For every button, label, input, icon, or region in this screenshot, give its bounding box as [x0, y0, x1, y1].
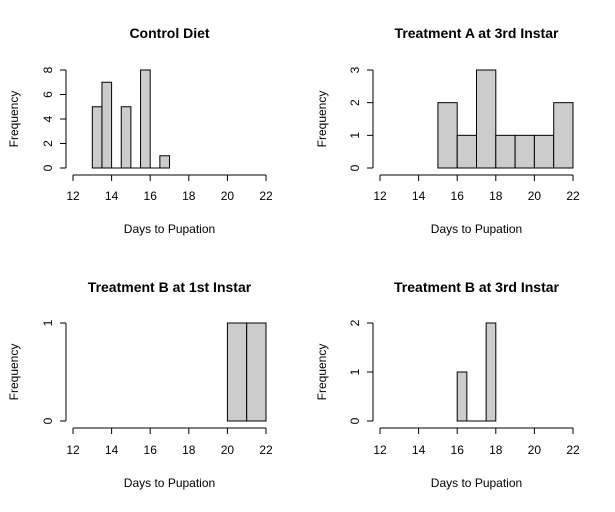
histogram-bar [496, 135, 515, 168]
x-tick-label: 20 [221, 189, 235, 203]
histogram-panel-3: Treatment B at 1st Instar 12 14 16 18 20 22 0 1 D… [7, 279, 273, 490]
chart-title: Treatment A at 3rd Instar [395, 25, 559, 41]
x-tick-label: 12 [373, 189, 387, 203]
histogram-bar [160, 156, 170, 168]
x-axis-label: Days to Pupation [124, 222, 215, 236]
y-axis-label: Frequency [315, 344, 329, 401]
histogram-bar [141, 70, 151, 168]
x-tick-label: 20 [221, 443, 235, 457]
x-tick-label: 18 [489, 189, 503, 203]
y-axis-label: Frequency [7, 344, 21, 401]
y-axis-label: Frequency [7, 91, 21, 148]
histogram-bar [227, 323, 246, 421]
histogram-bars [457, 323, 496, 421]
y-tick-label: 0 [41, 417, 55, 424]
y-tick-label: 1 [348, 368, 362, 375]
histogram-bar [515, 135, 534, 168]
histogram-bar [92, 107, 102, 168]
histogram-bar [477, 70, 496, 168]
y-tick-label: 1 [41, 319, 55, 326]
histogram-bar [457, 135, 476, 168]
x-tick-label: 18 [182, 189, 196, 203]
histogram-bar [486, 323, 496, 421]
y-tick-label: 1 [348, 132, 362, 139]
x-tick-label: 12 [66, 189, 80, 203]
y-tick-label: 2 [348, 319, 362, 326]
x-axis-label: Days to Pupation [124, 476, 215, 490]
x-tick-label: 16 [144, 443, 158, 457]
x-tick-label: 14 [412, 189, 426, 203]
x-tick-label: 14 [412, 443, 426, 457]
histogram-bar [121, 107, 131, 168]
x-tick-label: 12 [66, 443, 80, 457]
histogram-bar [102, 82, 112, 168]
x-tick-label: 16 [451, 189, 465, 203]
histogram-bars [92, 70, 169, 168]
y-tick-label: 0 [348, 164, 362, 171]
x-tick-label: 16 [451, 443, 465, 457]
histogram-bars [227, 323, 266, 421]
x-tick-label: 22 [259, 443, 273, 457]
x-tick-label: 12 [373, 443, 387, 457]
histogram-bar [438, 103, 457, 168]
x-tick-label: 22 [566, 189, 580, 203]
histogram-panel-1: Control Diet 12 14 16 18 20 22 0 2 4 6 8 Days to Pup… [7, 25, 273, 236]
x-axis-label: Days to Pupation [431, 222, 522, 236]
x-axis-label: Days to Pupation [431, 476, 522, 490]
x-tick-label: 16 [144, 189, 158, 203]
histogram-bar [554, 103, 573, 168]
y-axis-label: Frequency [315, 91, 329, 148]
y-tick-label: 0 [348, 417, 362, 424]
x-tick-label: 22 [259, 189, 273, 203]
y-tick-label: 2 [41, 140, 55, 147]
x-tick-label: 18 [489, 443, 503, 457]
x-tick-label: 14 [105, 189, 119, 203]
x-tick-label: 18 [182, 443, 196, 457]
x-tick-label: 14 [105, 443, 119, 457]
y-tick-label: 4 [41, 115, 55, 122]
y-tick-label: 3 [348, 66, 362, 73]
y-tick-label: 0 [41, 164, 55, 171]
chart-title: Treatment B at 3rd Instar [394, 279, 559, 295]
x-tick-label: 20 [528, 443, 542, 457]
histogram-bar [457, 372, 467, 421]
y-tick-label: 6 [41, 91, 55, 98]
histogram-bar [247, 323, 266, 421]
chart-title: Treatment B at 1st Instar [88, 279, 252, 295]
y-tick-label: 8 [41, 66, 55, 73]
y-tick-label: 2 [348, 99, 362, 106]
chart-title: Control Diet [129, 25, 209, 41]
x-tick-label: 20 [528, 189, 542, 203]
histogram-bars [438, 70, 573, 168]
x-tick-label: 22 [566, 443, 580, 457]
histogram-bar [534, 135, 553, 168]
